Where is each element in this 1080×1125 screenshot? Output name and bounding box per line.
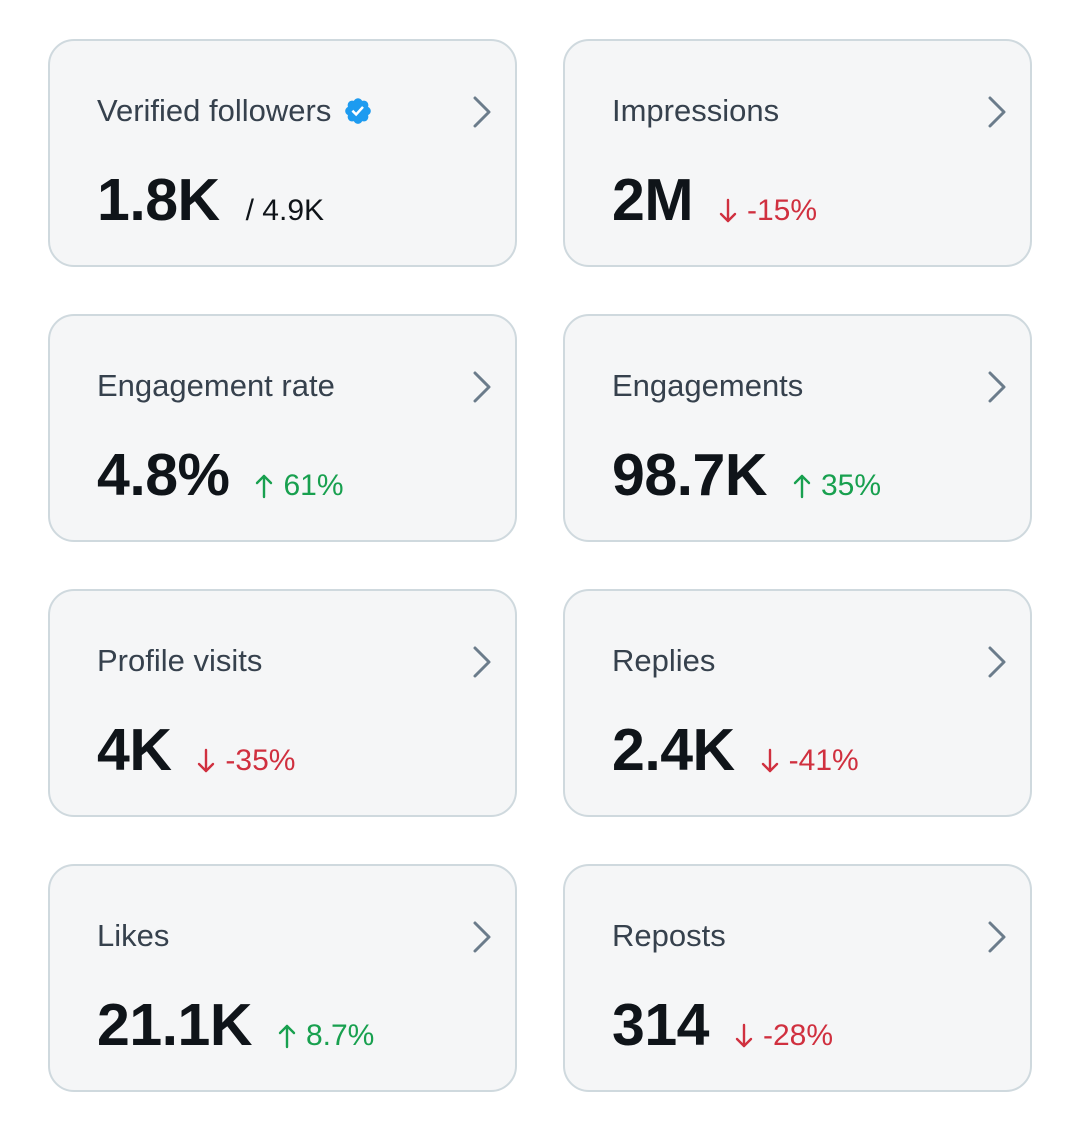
metric-change: -28% — [735, 1019, 833, 1053]
card-title: Reposts — [612, 916, 726, 956]
card-title-label: Engagement rate — [97, 368, 335, 403]
metric-value: 21.1K — [97, 992, 252, 1058]
chevron-right-icon[interactable] — [986, 920, 1008, 954]
card-engagement-rate[interactable]: Engagement rate 4.8% 61% — [48, 314, 517, 542]
metric-change: -15% — [719, 194, 817, 228]
metric-value-row: 4K -35% — [97, 717, 295, 783]
chevron-right-icon[interactable] — [471, 920, 493, 954]
arrow-down-icon — [761, 748, 778, 773]
metric-value-row: 98.7K 35% — [612, 442, 881, 508]
metric-value: 2M — [612, 167, 693, 233]
verified-badge-icon — [345, 98, 372, 124]
card-title-label: Replies — [612, 643, 716, 678]
metric-value: 1.8K — [97, 167, 220, 233]
card-title-label: Profile visits — [97, 643, 263, 678]
card-title: Engagement rate — [97, 366, 335, 406]
chevron-right-icon[interactable] — [471, 370, 493, 404]
metric-value: 4K — [97, 717, 172, 783]
metric-change-value: -28% — [762, 1019, 833, 1052]
card-engagements[interactable]: Engagements 98.7K 35% — [563, 314, 1032, 542]
metrics-grid: Verified followers 1.8K / 4.9K Impressio… — [48, 39, 1032, 1092]
metric-change-value: 8.7% — [305, 1019, 375, 1052]
metric-change-value: -35% — [225, 744, 296, 777]
card-title: Replies — [612, 641, 715, 681]
metric-value: 2.4K — [612, 717, 735, 783]
card-title-label: Reposts — [612, 918, 726, 953]
card-profile-visits[interactable]: Profile visits 4K -35% — [48, 589, 517, 817]
chevron-right-icon[interactable] — [986, 370, 1008, 404]
card-title-label: Verified followers — [97, 93, 332, 128]
chevron-right-icon[interactable] — [471, 95, 493, 129]
metric-change: -41% — [761, 744, 859, 778]
metric-value-row: 2.4K -41% — [612, 717, 859, 783]
arrow-up-icon — [278, 1024, 296, 1049]
metric-value: 4.8% — [97, 442, 230, 508]
card-reposts[interactable]: Reposts 314 -28% — [563, 864, 1032, 1092]
card-title: Engagements — [612, 366, 803, 406]
metric-change: 8.7% — [278, 1019, 374, 1053]
metric-value-row: 4.8% 61% — [97, 442, 344, 508]
metric-change: 61% — [255, 469, 344, 503]
arrow-up-icon — [256, 474, 273, 499]
metric-value-row: 2M -15% — [612, 167, 817, 233]
card-impressions[interactable]: Impressions 2M -15% — [563, 39, 1032, 267]
arrow-down-icon — [198, 748, 215, 773]
chevron-right-icon[interactable] — [986, 95, 1008, 129]
metric-change: -35% — [197, 744, 295, 778]
metric-value: 98.7K — [612, 442, 767, 508]
card-title-label: Engagements — [612, 368, 804, 403]
metric-change-value: -41% — [788, 744, 859, 777]
card-title: Impressions — [612, 91, 779, 131]
card-replies[interactable]: Replies 2.4K -41% — [563, 589, 1032, 817]
metric-change-value: 61% — [283, 469, 344, 502]
chevron-right-icon[interactable] — [986, 645, 1008, 679]
metric-value-row: 21.1K 8.7% — [97, 992, 374, 1058]
card-title: Verified followers — [97, 91, 373, 131]
card-title-label: Likes — [97, 918, 170, 953]
card-likes[interactable]: Likes 21.1K 8.7% — [48, 864, 517, 1092]
card-title: Profile visits — [97, 641, 262, 681]
arrow-down-icon — [735, 1023, 753, 1048]
arrow-down-icon — [719, 198, 737, 223]
card-title: Likes — [97, 916, 169, 956]
metric-value-row: 1.8K / 4.9K — [97, 167, 324, 233]
metric-change: 35% — [793, 469, 881, 503]
arrow-up-icon — [793, 474, 811, 499]
metric-value-row: 314 -28% — [612, 992, 833, 1058]
metric-change-value: -15% — [746, 194, 818, 227]
metric-total: / 4.9K — [245, 194, 325, 227]
card-title-label: Impressions — [612, 93, 780, 128]
chevron-right-icon[interactable] — [471, 645, 493, 679]
card-verified-followers[interactable]: Verified followers 1.8K / 4.9K — [48, 39, 517, 267]
metric-change-value: 35% — [820, 469, 881, 502]
metric-value: 314 — [612, 992, 709, 1058]
